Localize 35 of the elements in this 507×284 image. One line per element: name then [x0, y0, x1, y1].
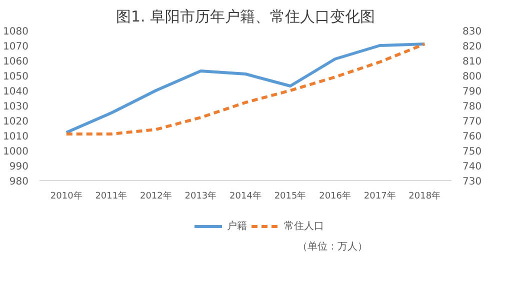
- y-tick-label: 1060: [3, 56, 29, 68]
- y2-tick-label: 810: [462, 56, 482, 68]
- x-tick-label: 2014年: [230, 190, 262, 202]
- y-tick-label: 1000: [3, 146, 29, 158]
- x-tick-label: 2017年: [364, 190, 396, 202]
- y2-tick-label: 790: [462, 86, 482, 98]
- chart-title: 图1. 阜阳市历年户籍、常住人口变化图: [116, 8, 376, 26]
- text: （单位：万人）: [298, 240, 368, 252]
- y-tick-label: 990: [9, 162, 29, 172]
- y2-tick-label: 770: [462, 116, 482, 128]
- y2-tick-label: 730: [462, 176, 482, 188]
- y2-tick-label: 800: [462, 72, 482, 82]
- y2-tick-label: 830: [462, 26, 482, 38]
- x-tick-label: 2012年: [140, 190, 172, 202]
- y-tick-label: 1030: [3, 102, 29, 112]
- x-tick-label: 2018年: [408, 190, 441, 202]
- legend-label: 户籍: [227, 220, 247, 233]
- x-tick-label: 2013年: [184, 190, 217, 202]
- y-tick-label: 1080: [3, 26, 29, 38]
- y-tick-label: 1040: [3, 86, 29, 98]
- x-tick-label: 2015年: [274, 190, 306, 202]
- y-tick-label: 1070: [3, 42, 29, 52]
- x-tick-label: 2011年: [95, 190, 128, 202]
- legend-label: 常住人口: [284, 220, 324, 233]
- y2-tick-label: 780: [462, 102, 482, 112]
- x-tick-label: 2010年: [50, 190, 82, 202]
- y2-tick-label: 820: [462, 42, 482, 52]
- y-tick-label: 1010: [3, 132, 29, 142]
- y2-tick-label: 760: [462, 132, 482, 142]
- y-tick-label: 1050: [3, 72, 29, 82]
- y-tick-label: 1020: [3, 116, 29, 128]
- y2-tick-label: 750: [462, 146, 482, 158]
- y2-tick-label: 740: [462, 162, 482, 172]
- x-tick-label: 2016年: [319, 190, 352, 202]
- y-tick-label: 980: [9, 176, 29, 188]
